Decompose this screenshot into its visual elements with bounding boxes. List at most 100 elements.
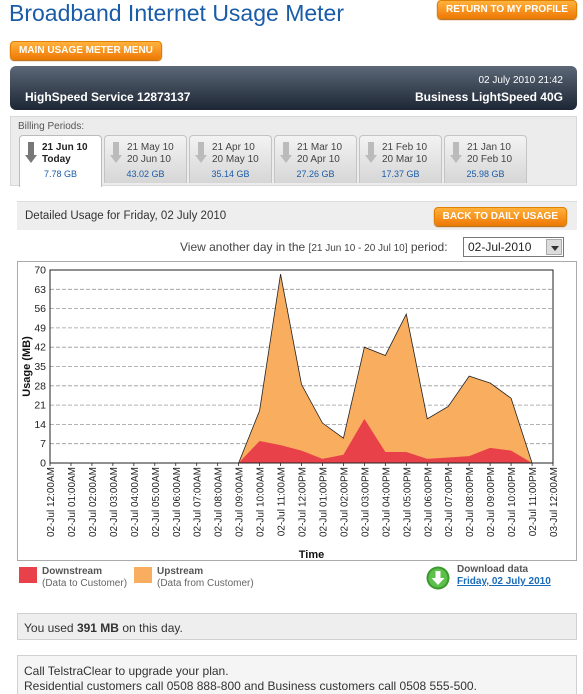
y-tick-label: 56: [34, 303, 46, 315]
period-usage: 25.98 GB: [466, 169, 505, 179]
period-start: 21 May 10: [127, 142, 174, 153]
period-end: 20 Mar 10: [382, 154, 428, 165]
download-link[interactable]: Friday, 02 July 2010: [457, 576, 551, 587]
x-tick-label: 02-Jul 04:00AM: [130, 467, 141, 537]
current-datetime: 02 July 2010 21:42: [478, 75, 563, 86]
x-tick-label: 02-Jul 08:00AM: [214, 467, 225, 537]
period-start: 21 Feb 10: [382, 142, 428, 153]
period-start: 21 Mar 10: [297, 142, 343, 153]
downstream-swatch: [19, 567, 37, 583]
legend-sublabel: (Data from Customer): [157, 578, 254, 589]
usage-chart: 0 7 14 21 28 35 42 49 56 63 70 02-Jul 12:00AM 02-Jul…: [17, 261, 577, 561]
billing-periods-panel: Billing Periods: 21 Jun 10 Today 7.78 GB…: [10, 116, 577, 187]
x-tick-label: 02-Jul 12:00AM: [46, 467, 57, 537]
period-usage: 17.37 GB: [381, 169, 420, 179]
period-end: 20 Feb 10: [467, 154, 513, 165]
view-suffix: period:: [410, 240, 448, 254]
x-tick-label: 02-Jul 05:00PM: [402, 467, 413, 537]
detail-header: Detailed Usage for Friday, 02 July 2010 …: [17, 201, 577, 230]
selected-date: 02-Jul-2010: [468, 240, 532, 254]
legend-name: Downstream: [42, 566, 103, 577]
arrow-down-icon: [25, 142, 37, 163]
y-tick-label: 49: [34, 322, 46, 334]
service-name: HighSpeed Service 12873137: [25, 90, 191, 104]
y-tick-label: 70: [34, 265, 46, 277]
usage-summary: You used 391 MB on this day.: [17, 613, 577, 640]
billing-periods-label: Billing Periods:: [18, 121, 85, 132]
x-tick-label: 02-Jul 10:00AM: [256, 467, 267, 537]
period-end: 20 Apr 10: [297, 154, 340, 165]
x-tick-label: 02-Jul 12:00PM: [298, 467, 309, 537]
usage-prefix: You used: [24, 621, 74, 635]
period-usage: 27.26 GB: [296, 169, 335, 179]
usage-suffix: on this day.: [122, 621, 183, 635]
period-usage: 35.14 GB: [211, 169, 250, 179]
billing-period-tab[interactable]: 21 Jun 10 Today 7.78 GB: [19, 135, 102, 187]
date-select[interactable]: 02-Jul-2010: [463, 237, 564, 257]
page-title: Broadband Internet Usage Meter: [9, 0, 344, 26]
period-start: 21 Jun 10: [42, 142, 88, 153]
period-usage: 7.78 GB: [43, 169, 78, 179]
upgrade-line-2: Residential customers call 0508 888-800 …: [24, 679, 477, 693]
x-tick-label: 02-Jul 06:00PM: [423, 467, 434, 537]
main-menu-button[interactable]: MAIN USAGE METER MENU: [10, 41, 162, 60]
arrow-down-icon: [110, 142, 122, 163]
y-tick-label: 14: [34, 419, 46, 431]
upgrade-notice: Call TelstraClear to upgrade your plan. …: [17, 655, 577, 694]
upgrade-line-1: Call TelstraClear to upgrade your plan.: [24, 664, 229, 678]
upstream-swatch: [134, 567, 152, 583]
arrow-down-icon: [280, 142, 292, 163]
x-axis-title: Time: [299, 549, 324, 560]
billing-period-tabs: 21 Jun 10 Today 7.78 GB 21 May 10 20 Jun…: [19, 135, 527, 187]
arrow-down-icon: [195, 142, 207, 163]
period-usage: 43.02 GB: [126, 169, 165, 179]
download-icon[interactable]: [426, 566, 450, 590]
x-tick-label: 02-Jul 02:00AM: [88, 467, 99, 537]
legend-name: Upstream: [157, 566, 204, 577]
y-tick-label: 21: [34, 400, 46, 412]
x-tick-label: 02-Jul 06:00AM: [172, 467, 183, 537]
arrow-down-icon: [450, 142, 462, 163]
billing-period-tab[interactable]: 21 Apr 10 20 May 10 35.14 GB: [189, 135, 272, 183]
period-start: 21 Apr 10: [212, 142, 255, 153]
x-tick-label: 02-Jul 02:00PM: [339, 467, 350, 537]
billing-period-tab[interactable]: 21 Feb 10 20 Mar 10 17.37 GB: [359, 135, 442, 183]
x-tick-label: 02-Jul 01:00PM: [318, 467, 329, 537]
x-tick-label: 02-Jul 03:00AM: [109, 467, 120, 537]
x-tick-label: 03-Jul 12:00AM: [549, 467, 560, 537]
period-end: Today: [42, 154, 71, 165]
service-bar: 02 July 2010 21:42 HighSpeed Service 128…: [10, 66, 577, 110]
y-tick-label: 42: [34, 342, 46, 354]
x-tick-label: 02-Jul 07:00PM: [444, 467, 455, 537]
period-end: 20 May 10: [212, 154, 259, 165]
period-start: 21 Jan 10: [467, 142, 511, 153]
chevron-down-icon[interactable]: [546, 239, 562, 255]
billing-period-tab[interactable]: 21 May 10 20 Jun 10 43.02 GB: [104, 135, 187, 183]
x-tick-label: 02-Jul 10:00PM: [507, 467, 518, 537]
y-tick-label: 7: [40, 438, 46, 450]
x-tick-label: 02-Jul 05:00AM: [151, 467, 162, 537]
period-end: 20 Jun 10: [127, 154, 171, 165]
billing-period-tab[interactable]: 21 Jan 10 20 Feb 10 25.98 GB: [444, 135, 527, 183]
period-range: [21 Jun 10 - 20 Jul 10]: [308, 243, 408, 254]
downstream-area: [50, 418, 553, 463]
back-to-daily-usage-button[interactable]: BACK TO DAILY USAGE: [433, 207, 567, 226]
y-tick-label: 63: [34, 284, 46, 296]
x-tick-label: 02-Jul 01:00AM: [67, 467, 78, 537]
x-tick-label: 02-Jul 07:00AM: [193, 467, 204, 537]
y-tick-label: 28: [34, 380, 46, 392]
usage-chart-svg: 0 7 14 21 28 35 42 49 56 63 70 02-Jul 12:00AM 02-Jul…: [21, 265, 560, 561]
y-tick-label: 0: [40, 458, 46, 470]
return-to-profile-button[interactable]: RETURN TO MY PROFILE: [437, 0, 577, 19]
period-selector-label: View another day in the [21 Jun 10 - 20 …: [180, 240, 448, 254]
x-tick-label: 02-Jul 09:00AM: [235, 467, 246, 537]
x-tick-label: 02-Jul 09:00PM: [486, 467, 497, 537]
arrow-down-icon: [365, 142, 377, 163]
y-tick-label: 35: [34, 361, 46, 373]
legend-sublabel: (Data to Customer): [42, 578, 128, 589]
view-prefix: View another day in the: [180, 240, 306, 254]
plan-name: Business LightSpeed 40G: [414, 90, 563, 104]
billing-period-tab[interactable]: 21 Mar 10 20 Apr 10 27.26 GB: [274, 135, 357, 183]
x-tick-label: 02-Jul 11:00AM: [277, 467, 288, 536]
x-tick-label: 02-Jul 03:00PM: [360, 467, 371, 537]
